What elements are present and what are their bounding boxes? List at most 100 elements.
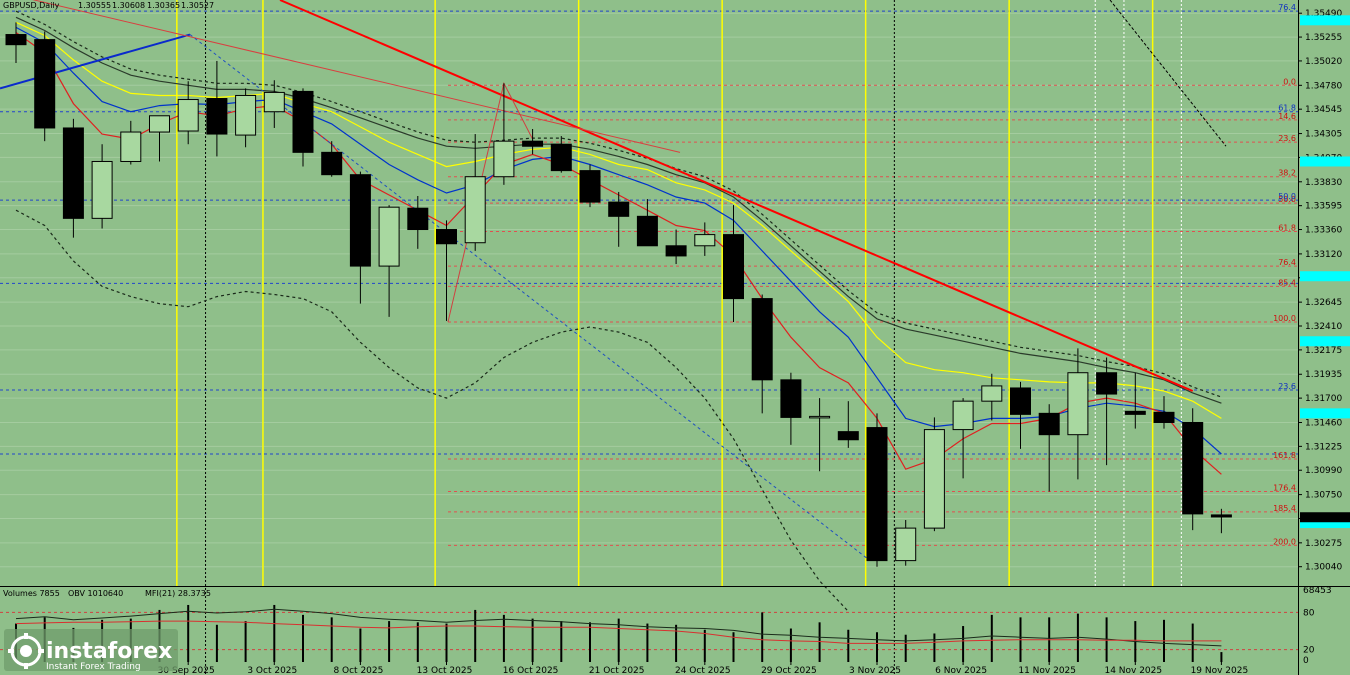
candle-body xyxy=(837,431,859,441)
candle-body xyxy=(1067,372,1089,436)
candle xyxy=(1153,396,1175,429)
candle xyxy=(349,171,371,304)
y-tick-label: 1.31700 xyxy=(1305,394,1342,404)
fib-level-label: 0.0 xyxy=(1283,77,1296,86)
candle-body xyxy=(1153,411,1175,423)
candle xyxy=(837,401,859,448)
candle xyxy=(952,398,974,479)
candle-body xyxy=(177,99,199,132)
candle-body xyxy=(550,143,572,172)
y-tick-label: 1.30275 xyxy=(1305,539,1342,549)
lower-band-line xyxy=(15,209,849,612)
candle-body xyxy=(378,206,400,267)
x-tick-label: 19 Nov 2025 xyxy=(1191,666,1249,675)
candle xyxy=(1096,357,1118,466)
y-tick-label: 1.31460 xyxy=(1305,418,1342,428)
candle-body xyxy=(665,245,687,257)
header-open: 1.30555 xyxy=(78,1,111,10)
candle xyxy=(522,128,544,155)
candle xyxy=(665,229,687,265)
candle xyxy=(1124,372,1146,429)
candle-body xyxy=(436,229,457,245)
thin-red-channel xyxy=(32,0,681,153)
candle-body xyxy=(923,429,945,529)
candle-body xyxy=(866,427,888,562)
candle-body xyxy=(751,298,773,381)
cyan-level-box xyxy=(1300,15,1350,26)
y-tick-label: 1.30040 xyxy=(1305,563,1342,573)
candle xyxy=(895,519,917,566)
fib-level-label: 85.4 xyxy=(1278,278,1296,287)
candle-body xyxy=(809,415,831,419)
fib-level-label: 14.6 xyxy=(1278,112,1296,121)
candle xyxy=(1067,348,1089,480)
candle-body xyxy=(723,234,744,300)
candle-body xyxy=(1124,410,1146,415)
candle-body xyxy=(608,201,630,217)
mfi-line xyxy=(15,620,1222,644)
y-tick-label: 1.33360 xyxy=(1305,226,1342,236)
candle-body xyxy=(464,176,486,244)
candle xyxy=(608,191,630,247)
candle xyxy=(550,136,572,173)
header-low: 1.30365 xyxy=(147,1,180,10)
y-tick-label: 1.33120 xyxy=(1305,250,1342,260)
candle-body xyxy=(1182,421,1204,515)
y-tick-label: 1.32410 xyxy=(1305,322,1342,332)
x-tick-label: 16 Oct 2025 xyxy=(503,666,559,675)
header-close: 1.30527 xyxy=(181,1,214,10)
obv-line xyxy=(15,608,1222,647)
candle xyxy=(981,373,1003,421)
y-tick-label: 1.33830 xyxy=(1305,178,1342,188)
candle-body xyxy=(636,215,658,247)
candle xyxy=(1210,508,1232,534)
candle-body xyxy=(407,207,429,231)
y-tick-label: 1.35490 xyxy=(1305,9,1342,19)
candle-body xyxy=(321,151,343,176)
x-tick-label: 3 Nov 2025 xyxy=(849,666,901,675)
candle xyxy=(694,222,716,256)
fib-level-label: 23.6 xyxy=(1278,134,1296,143)
watermark-box xyxy=(4,629,178,671)
y-tick-label: 1.34780 xyxy=(1305,81,1342,91)
cyan-level-box xyxy=(1300,271,1350,282)
obv-label: OBV 1010640 xyxy=(68,589,123,598)
candle-body xyxy=(62,127,84,219)
blue-level-label: 23.6 xyxy=(1278,382,1296,391)
candle-body xyxy=(493,140,515,178)
candle xyxy=(62,118,84,238)
candle-body xyxy=(263,91,285,113)
header-symbol: GBPUSD,Daily xyxy=(3,1,60,10)
candle-body xyxy=(780,379,802,418)
x-tick-label: 21 Oct 2025 xyxy=(589,666,645,675)
candle-body xyxy=(981,385,1003,402)
candle xyxy=(809,398,831,472)
candle-body xyxy=(1038,412,1060,436)
watermark: instaforex Instant Forex Trading xyxy=(4,629,178,672)
blue-level-label: 76.4 xyxy=(1278,3,1296,12)
candle-body xyxy=(349,174,371,267)
candle-body xyxy=(1096,372,1118,395)
y-tick-label: 1.30750 xyxy=(1305,491,1342,501)
candle-body xyxy=(235,94,257,136)
candle xyxy=(464,134,486,251)
candle xyxy=(923,417,945,532)
candle-body xyxy=(1010,387,1031,415)
candle xyxy=(263,80,285,128)
y-tick-label: 1.35020 xyxy=(1305,57,1342,67)
candle-body xyxy=(895,527,917,562)
cyan-level-box xyxy=(1300,156,1350,167)
y-tick-label: 1.31225 xyxy=(1305,442,1342,452)
blue-dashed-channel xyxy=(189,34,871,562)
fib-level-label: 200.0 xyxy=(1273,537,1296,546)
candle-body xyxy=(579,170,601,203)
y-tick-label: 1.30990 xyxy=(1305,466,1342,476)
candle-body xyxy=(149,115,170,133)
main-trendline xyxy=(279,0,1194,392)
fib-level-label: 38.2 xyxy=(1278,169,1296,178)
candle xyxy=(636,199,658,247)
candle xyxy=(1182,408,1204,531)
watermark-brand: instaforex xyxy=(46,639,172,664)
candle-body xyxy=(522,140,544,147)
